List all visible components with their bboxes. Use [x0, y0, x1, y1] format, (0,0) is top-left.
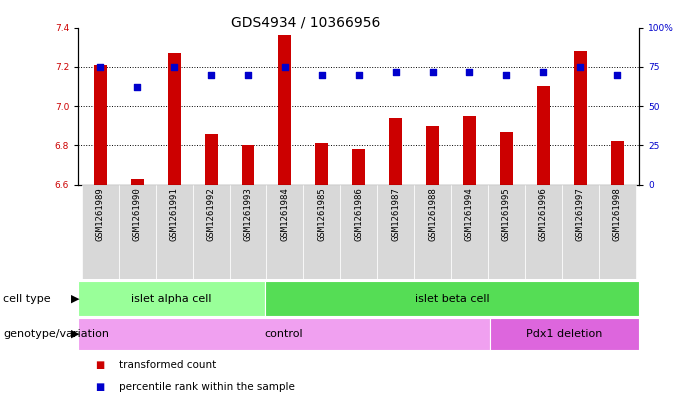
- Point: [353, 72, 364, 78]
- Text: GSM1261993: GSM1261993: [243, 187, 252, 241]
- Bar: [463, 116, 476, 185]
- Bar: [78, 318, 490, 350]
- Bar: [265, 281, 639, 316]
- Bar: [278, 35, 291, 185]
- Text: GSM1261991: GSM1261991: [170, 187, 179, 241]
- Point: [427, 68, 438, 75]
- Bar: [192, 185, 230, 279]
- Bar: [230, 185, 267, 279]
- Text: GSM1261997: GSM1261997: [576, 187, 585, 241]
- Bar: [574, 51, 587, 185]
- Text: GSM1261989: GSM1261989: [96, 187, 105, 241]
- Text: GSM1261996: GSM1261996: [539, 187, 547, 241]
- Bar: [414, 185, 451, 279]
- Point: [132, 84, 143, 90]
- Text: cell type: cell type: [3, 294, 51, 304]
- Text: GSM1261988: GSM1261988: [428, 187, 437, 241]
- Point: [95, 64, 106, 70]
- Bar: [537, 86, 549, 185]
- Point: [316, 72, 327, 78]
- Bar: [389, 118, 402, 185]
- Bar: [156, 185, 192, 279]
- Point: [464, 68, 475, 75]
- Text: GSM1261992: GSM1261992: [207, 187, 216, 241]
- Bar: [205, 134, 218, 185]
- Bar: [82, 185, 119, 279]
- Bar: [168, 53, 181, 185]
- Text: GSM1261998: GSM1261998: [613, 187, 622, 241]
- Bar: [267, 185, 303, 279]
- Bar: [377, 185, 414, 279]
- Bar: [426, 126, 439, 185]
- Point: [205, 72, 216, 78]
- Point: [501, 72, 512, 78]
- Text: GSM1261990: GSM1261990: [133, 187, 141, 241]
- Text: ■: ■: [95, 382, 105, 392]
- Point: [390, 68, 401, 75]
- Bar: [500, 132, 513, 185]
- Text: ■: ■: [95, 360, 105, 371]
- Text: GSM1261984: GSM1261984: [280, 187, 290, 241]
- Bar: [611, 141, 624, 185]
- Text: ▶: ▶: [71, 294, 80, 304]
- Text: ▶: ▶: [71, 329, 80, 339]
- Text: GDS4934 / 10366956: GDS4934 / 10366956: [231, 16, 381, 30]
- Bar: [525, 185, 562, 279]
- Point: [279, 64, 290, 70]
- Bar: [94, 65, 107, 185]
- Bar: [598, 185, 636, 279]
- Point: [575, 64, 585, 70]
- Text: genotype/variation: genotype/variation: [3, 329, 109, 339]
- Point: [169, 64, 180, 70]
- Bar: [303, 185, 340, 279]
- Point: [611, 72, 622, 78]
- Bar: [119, 185, 156, 279]
- Text: GSM1261987: GSM1261987: [391, 187, 400, 241]
- Text: percentile rank within the sample: percentile rank within the sample: [119, 382, 295, 392]
- Bar: [78, 281, 265, 316]
- Text: GSM1261986: GSM1261986: [354, 187, 363, 241]
- Bar: [451, 185, 488, 279]
- Text: transformed count: transformed count: [119, 360, 216, 371]
- Text: GSM1261994: GSM1261994: [465, 187, 474, 241]
- Text: islet beta cell: islet beta cell: [415, 294, 490, 304]
- Bar: [562, 185, 598, 279]
- Text: GSM1261985: GSM1261985: [318, 187, 326, 241]
- Bar: [490, 318, 639, 350]
- Bar: [488, 185, 525, 279]
- Point: [538, 68, 549, 75]
- Point: [243, 72, 254, 78]
- Bar: [352, 149, 365, 185]
- Text: Pdx1 deletion: Pdx1 deletion: [526, 329, 602, 339]
- Text: islet alpha cell: islet alpha cell: [131, 294, 212, 304]
- Bar: [316, 143, 328, 185]
- Text: GSM1261995: GSM1261995: [502, 187, 511, 241]
- Text: control: control: [265, 329, 303, 339]
- Bar: [241, 145, 254, 185]
- Bar: [131, 179, 143, 185]
- Bar: [340, 185, 377, 279]
